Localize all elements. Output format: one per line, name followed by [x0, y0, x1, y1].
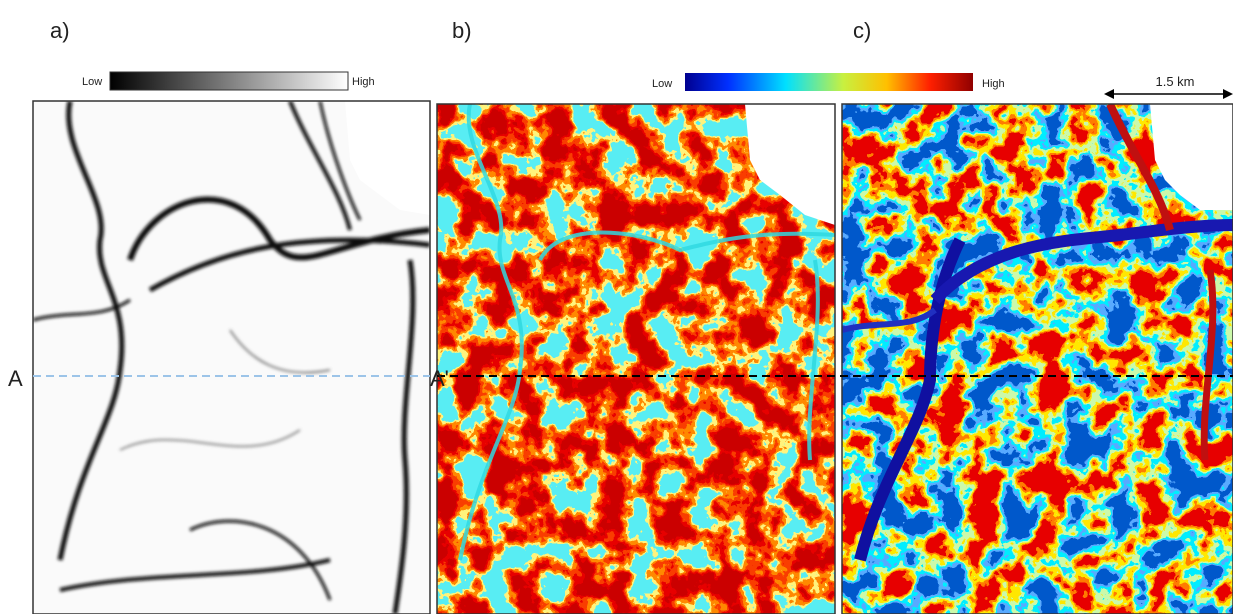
- colorbar: [685, 73, 973, 91]
- panel-label: c): [853, 18, 871, 43]
- colorbar-high: High: [352, 76, 375, 88]
- section-end: A': [430, 366, 449, 391]
- colorbar-low: Low: [82, 76, 102, 88]
- colorbar-low: Low: [652, 78, 672, 90]
- scale-label: 1.5 km: [1155, 74, 1194, 89]
- panel-b-image: [437, 104, 835, 614]
- colorbar-high: High: [982, 78, 1005, 90]
- colorbar: [110, 72, 348, 90]
- figure: a) b) c) Low High Low High 1.5 km A A': [0, 0, 1233, 614]
- section-start: A: [8, 366, 23, 391]
- scale-bar: [1104, 89, 1233, 99]
- panel-label: a): [50, 18, 70, 43]
- panel-a-image: [33, 101, 430, 614]
- panel-c-image: [842, 104, 1233, 614]
- panel-label: b): [452, 18, 472, 43]
